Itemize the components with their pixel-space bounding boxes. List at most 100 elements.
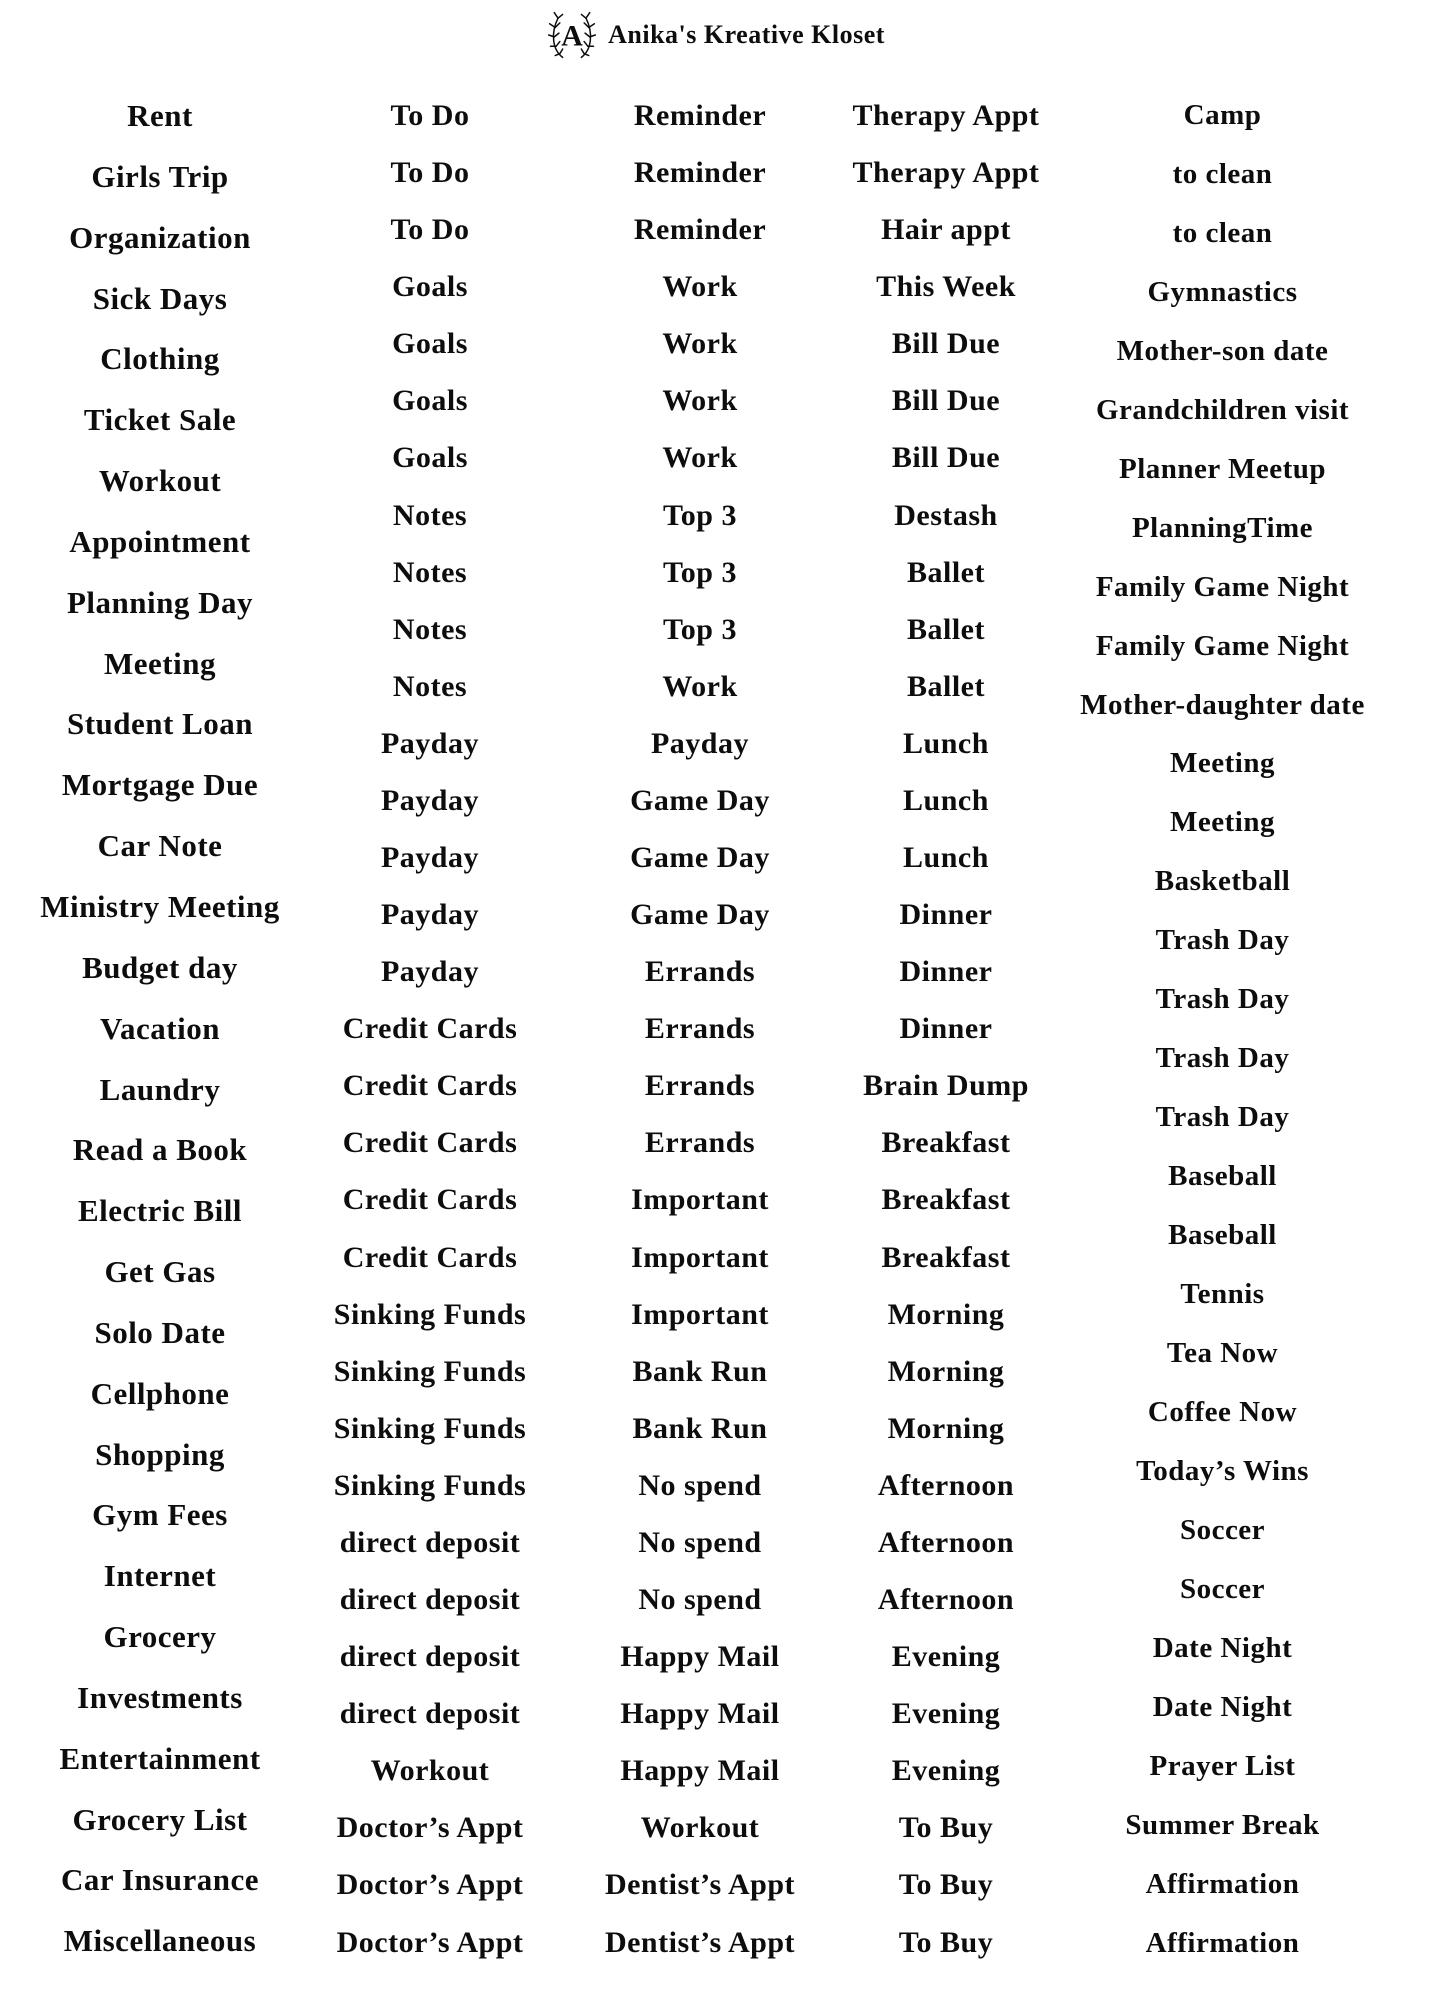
list-item: Work <box>662 669 738 703</box>
list-item: Electric Bill <box>77 1193 243 1229</box>
list-item: Vacation <box>100 1010 220 1046</box>
list-item: Goals <box>392 270 468 304</box>
list-item: Sinking Funds <box>333 1468 527 1502</box>
list-item: Entertainment <box>59 1740 261 1776</box>
list-item: Work <box>662 441 738 475</box>
list-item: Family Game Night <box>1095 570 1350 603</box>
list-item: Planner Meetup <box>1118 452 1327 485</box>
list-item: Lunch <box>903 783 989 817</box>
list-item: Mother-son date <box>1116 334 1329 367</box>
list-item: Trash Day <box>1155 1042 1290 1075</box>
list-item: Shopping <box>95 1436 225 1472</box>
list-item: direct deposit <box>339 1525 521 1559</box>
list-item: Tennis <box>1180 1278 1265 1311</box>
list-item: Credit Cards <box>342 1183 518 1217</box>
list-item: Reminder <box>633 213 767 247</box>
list-item: Soccer <box>1179 1572 1266 1605</box>
list-item: Date Night <box>1152 1631 1293 1664</box>
list-item: Bank Run <box>632 1354 768 1388</box>
list-item: Lunch <box>903 726 989 760</box>
list-item: Brain Dump <box>863 1069 1029 1103</box>
list-item: To Buy <box>898 1811 994 1845</box>
list-item: Workout <box>640 1811 760 1845</box>
list-item: Destash <box>894 498 998 532</box>
list-item: Important <box>631 1240 769 1274</box>
list-item: Notes <box>392 555 468 589</box>
list-item: Bank Run <box>632 1411 768 1445</box>
list-item: To Buy <box>898 1868 994 1902</box>
list-item: Reminder <box>633 156 767 190</box>
list-item: Lunch <box>903 841 989 875</box>
list-item: Trash Day <box>1155 924 1290 957</box>
list-item: Grocery <box>103 1619 217 1655</box>
list-item: Therapy Appt <box>852 156 1040 190</box>
list-item: Trash Day <box>1155 983 1290 1016</box>
list-item: Student Loan <box>66 706 254 742</box>
list-item: Baseball <box>1168 1219 1277 1252</box>
list-item: Workout <box>370 1754 490 1788</box>
list-item: Doctor’s Appt <box>336 1811 524 1845</box>
list-item: Errands <box>644 1012 756 1046</box>
list-item: Morning <box>887 1297 1005 1331</box>
list-item: Summer Break <box>1125 1808 1320 1841</box>
list-item: Credit Cards <box>342 1240 518 1274</box>
list-item: Get Gas <box>104 1254 216 1290</box>
list-item: Meeting <box>104 645 216 681</box>
list-item: Girls Trip <box>91 158 229 194</box>
list-item: Laundry <box>99 1071 221 1107</box>
list-item: Afternoon <box>877 1525 1015 1559</box>
list-item: Affirmation <box>1145 1926 1300 1959</box>
brand-title: Anika's Kreative Kloset <box>608 20 885 49</box>
list-item: to clean <box>1172 157 1273 190</box>
list-item: Tea Now <box>1166 1337 1279 1370</box>
list-item: Appointment <box>69 523 251 559</box>
list-item: Errands <box>644 1126 756 1160</box>
list-item: Payday <box>380 841 479 875</box>
word-column-4: Therapy Appt Therapy Appt Hair appt This We… <box>808 100 1084 1958</box>
list-item: This Week <box>876 270 1016 304</box>
list-item: Evening <box>891 1640 1001 1674</box>
list-item: Miscellaneous <box>63 1923 257 1959</box>
list-item: Morning <box>887 1354 1005 1388</box>
list-item: To Do <box>390 213 470 247</box>
word-column-5: Camp to clean to clean Gymnastics Mother-son… <box>1040 100 1405 1958</box>
list-item: Workout <box>98 463 222 499</box>
list-item: Payday <box>380 783 479 817</box>
list-item: Meeting <box>1170 806 1275 839</box>
list-item: to clean <box>1172 216 1273 249</box>
list-item: Soccer <box>1179 1513 1266 1546</box>
list-item: Happy Mail <box>620 1697 780 1731</box>
list-item: Clothing <box>100 341 220 377</box>
list-item: Car Insurance <box>61 1862 259 1898</box>
list-item: Breakfast <box>881 1126 1011 1160</box>
list-item: Baseball <box>1168 1160 1277 1193</box>
list-item: Gym Fees <box>92 1497 228 1533</box>
list-item: Dinner <box>899 955 993 989</box>
word-column-1: Rent Girls Trip Organization Sick Days Cloth… <box>10 99 310 1959</box>
list-item: Top 3 <box>663 612 737 646</box>
list-item: Car Note <box>97 828 223 864</box>
list-item: Doctor’s Appt <box>336 1925 524 1959</box>
list-item: Payday <box>380 898 479 932</box>
list-item: Breakfast <box>881 1183 1011 1217</box>
brand-letter: A <box>561 19 583 52</box>
list-item: Payday <box>380 726 479 760</box>
list-item: Payday <box>650 726 749 760</box>
list-item: Affirmation <box>1145 1867 1300 1900</box>
list-item: Therapy Appt <box>852 99 1040 132</box>
list-item: Grocery List <box>72 1801 248 1837</box>
list-item: Internet <box>103 1558 217 1594</box>
list-item: Sinking Funds <box>333 1354 527 1388</box>
list-item: Work <box>662 384 738 418</box>
list-item: Ministry Meeting <box>40 888 280 924</box>
word-column-3: Reminder Reminder Reminder Work Work Work Work… <box>562 100 838 1958</box>
list-item: Reminder <box>633 99 767 132</box>
list-item: Goals <box>392 384 468 418</box>
list-item: Gymnastics <box>1147 275 1298 308</box>
list-item: Bill Due <box>891 327 1001 361</box>
list-item: Top 3 <box>663 555 737 589</box>
list-item: direct deposit <box>339 1640 521 1674</box>
list-item: No spend <box>638 1583 762 1617</box>
list-item: To Buy <box>898 1925 994 1959</box>
list-item: Work <box>662 270 738 304</box>
